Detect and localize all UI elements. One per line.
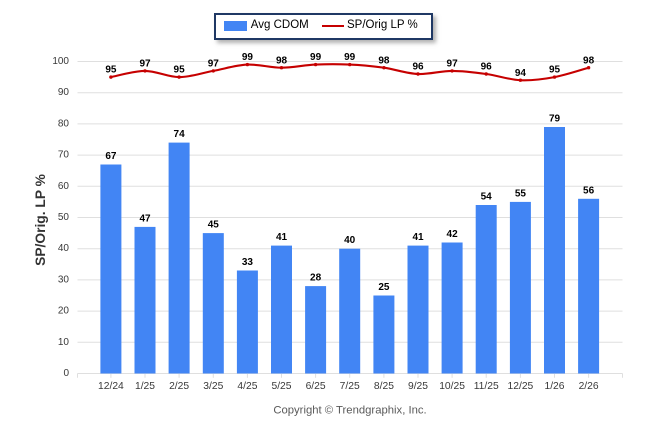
svg-text:98: 98 — [276, 55, 288, 66]
svg-text:28: 28 — [310, 273, 322, 284]
svg-text:55: 55 — [515, 188, 527, 199]
svg-text:7/25: 7/25 — [340, 381, 360, 392]
svg-text:SP/Orig. LP %: SP/Orig. LP % — [33, 174, 48, 266]
svg-text:98: 98 — [583, 55, 595, 66]
svg-text:2/25: 2/25 — [169, 381, 189, 392]
svg-text:79: 79 — [549, 114, 561, 125]
svg-text:8/25: 8/25 — [374, 381, 394, 392]
svg-text:40: 40 — [344, 235, 356, 246]
svg-text:97: 97 — [208, 59, 220, 70]
svg-text:10: 10 — [58, 337, 70, 348]
svg-text:97: 97 — [139, 59, 151, 70]
svg-text:95: 95 — [174, 65, 186, 76]
svg-text:60: 60 — [58, 181, 70, 192]
svg-text:100: 100 — [52, 56, 69, 67]
svg-text:99: 99 — [344, 52, 356, 63]
svg-text:5/25: 5/25 — [271, 381, 291, 392]
svg-text:4/25: 4/25 — [237, 381, 257, 392]
svg-text:98: 98 — [378, 55, 390, 66]
svg-text:54: 54 — [481, 192, 493, 203]
svg-text:1/25: 1/25 — [135, 381, 155, 392]
svg-text:95: 95 — [549, 65, 561, 76]
svg-text:10/25: 10/25 — [439, 381, 465, 392]
svg-text:41: 41 — [412, 232, 424, 243]
svg-text:74: 74 — [174, 129, 186, 140]
svg-text:56: 56 — [583, 185, 595, 196]
svg-text:70: 70 — [58, 150, 70, 161]
svg-text:25: 25 — [378, 282, 390, 293]
svg-text:Copyright © Trendgraphix, Inc.: Copyright © Trendgraphix, Inc. — [273, 404, 426, 416]
svg-text:11/25: 11/25 — [474, 381, 499, 392]
svg-text:2/26: 2/26 — [579, 381, 599, 392]
svg-text:96: 96 — [412, 62, 424, 73]
svg-text:95: 95 — [105, 65, 117, 76]
svg-text:6/25: 6/25 — [306, 381, 326, 392]
svg-text:96: 96 — [481, 62, 493, 73]
svg-text:1/26: 1/26 — [544, 381, 564, 392]
svg-text:0: 0 — [63, 368, 69, 379]
svg-text:47: 47 — [139, 213, 151, 224]
svg-text:50: 50 — [58, 212, 70, 223]
svg-text:30: 30 — [58, 274, 70, 285]
svg-text:45: 45 — [208, 220, 220, 231]
svg-text:42: 42 — [447, 229, 459, 240]
svg-text:20: 20 — [58, 306, 70, 317]
svg-text:94: 94 — [515, 68, 527, 79]
svg-text:12/24: 12/24 — [98, 381, 124, 392]
svg-text:80: 80 — [58, 118, 70, 129]
svg-text:12/25: 12/25 — [508, 381, 534, 392]
svg-text:33: 33 — [242, 257, 254, 268]
svg-text:40: 40 — [58, 243, 70, 254]
svg-text:99: 99 — [310, 52, 322, 63]
svg-text:97: 97 — [447, 59, 459, 70]
svg-text:3/25: 3/25 — [203, 381, 223, 392]
svg-text:9/25: 9/25 — [408, 381, 428, 392]
svg-text:41: 41 — [276, 232, 288, 243]
svg-text:67: 67 — [105, 151, 117, 162]
svg-text:90: 90 — [58, 87, 70, 98]
svg-text:99: 99 — [242, 52, 254, 63]
